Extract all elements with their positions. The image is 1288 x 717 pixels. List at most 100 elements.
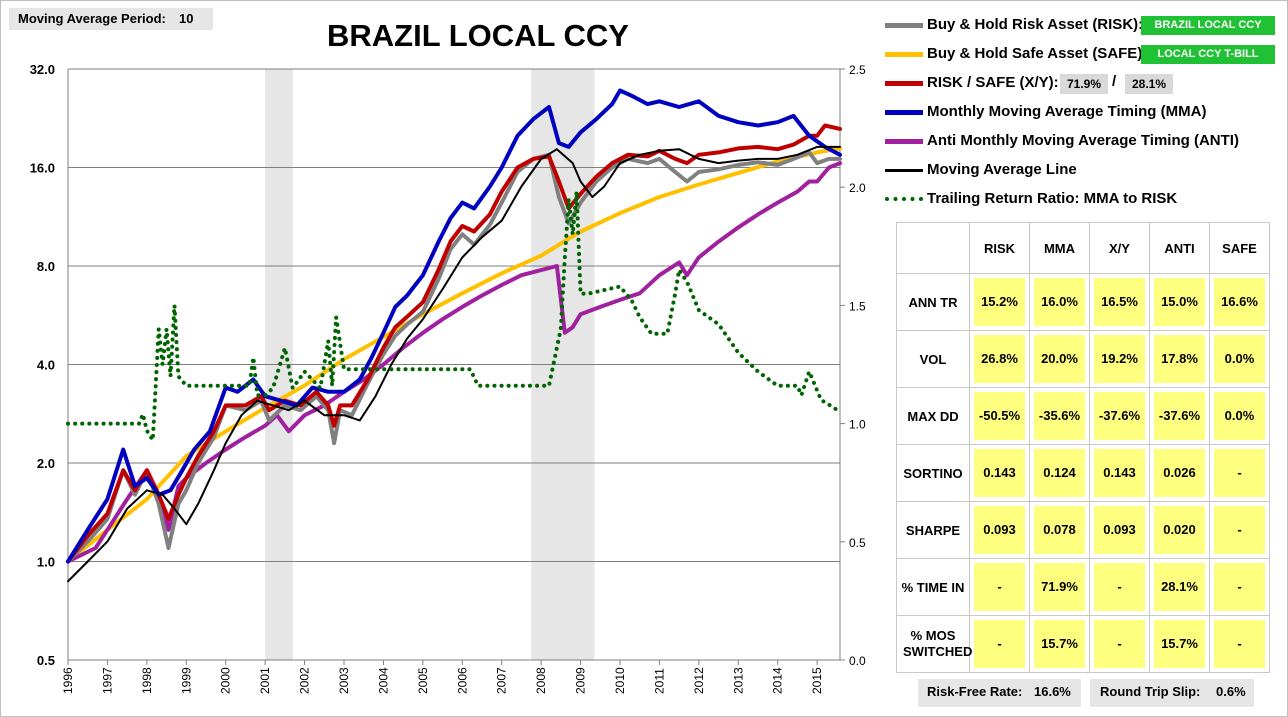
stats-cell-wrap: - — [969, 558, 1030, 616]
stats-cell-wrap: 16.5% — [1089, 273, 1150, 331]
y-tick-label-left: 16.0 — [30, 161, 55, 176]
stats-cell: 26.8% — [974, 335, 1025, 383]
stats-col-xy: X/Y — [1089, 222, 1150, 274]
series-line-0 — [66, 150, 842, 564]
y-tick-label-right: 0.5 — [849, 536, 866, 550]
stats-col-anti: ANTI — [1149, 222, 1210, 274]
y-tick-label-right: 0.0 — [849, 654, 866, 668]
stats-row: % MOS SWITCHED - 15.7% - 15.7% - — [896, 615, 1270, 673]
stats-cell: 15.7% — [1034, 620, 1085, 668]
stats-cell-wrap: 71.9% — [1029, 558, 1090, 616]
y-tick-label-right: 1.5 — [849, 299, 866, 313]
series-line-3 — [66, 88, 842, 564]
legend-label-safe: Buy & Hold Safe Asset (SAFE): — [927, 45, 1148, 62]
y-tick-label-left: 0.5 — [37, 653, 55, 668]
stats-cell: 71.9% — [1034, 563, 1085, 611]
moving-average-label: Moving Average Period: — [18, 11, 166, 26]
stats-cell: - — [1214, 506, 1265, 554]
stats-col-mma: MMA — [1029, 222, 1090, 274]
stats-row: ANN TR 15.2% 16.0% 16.5% 15.0% 16.6% — [896, 273, 1270, 331]
stats-cell-wrap: 26.8% — [969, 330, 1030, 388]
stats-cell: 0.020 — [1154, 506, 1205, 554]
stats-header-row: RISK MMA X/Y ANTI SAFE — [896, 222, 1270, 274]
legend-swatch-trailing — [885, 197, 923, 201]
stats-cell-wrap: 0.026 — [1149, 444, 1210, 502]
stats-cell-wrap: 20.0% — [1029, 330, 1090, 388]
stats-cell: 16.5% — [1094, 278, 1145, 326]
legend-swatch-ma-line — [885, 169, 923, 172]
x-tick-label: 2014 — [771, 667, 785, 694]
y-tick-label-right: 2.5 — [849, 63, 866, 77]
stats-cell-wrap: 0.093 — [1089, 501, 1150, 559]
stats-cell: - — [1214, 449, 1265, 497]
round-trip-slip: Round Trip Slip: 0.6% — [1090, 679, 1254, 707]
legend-label-ma-line: Moving Average Line — [927, 161, 1077, 178]
chart-title: BRAZIL LOCAL CCY — [327, 18, 629, 53]
stats-cell: 0.0% — [1214, 335, 1265, 383]
stats-cell-wrap: -37.6% — [1089, 387, 1150, 445]
stats-cell-wrap: 15.0% — [1149, 273, 1210, 331]
legend-label-mma: Monthly Moving Average Timing (MMA) — [927, 103, 1207, 120]
stats-cell: 19.2% — [1094, 335, 1145, 383]
x-tick-label: 2013 — [731, 667, 745, 694]
stats-cell: 0.026 — [1154, 449, 1205, 497]
stats-cell-wrap: 15.2% — [969, 273, 1030, 331]
stats-cell: 0.093 — [1094, 506, 1145, 554]
safe-asset-badge[interactable]: LOCAL CCY T-BILL — [1141, 45, 1275, 64]
stats-cell-wrap: 28.1% — [1149, 558, 1210, 616]
x-tick-label: 2008 — [534, 667, 548, 694]
series-line-4 — [66, 161, 842, 564]
moving-average-value[interactable]: 10 — [179, 11, 194, 26]
stats-cell: 28.1% — [1154, 563, 1205, 611]
stats-cell-wrap: - — [1209, 501, 1270, 559]
stats-cell-wrap: 0.0% — [1209, 330, 1270, 388]
stats-cell: -37.6% — [1154, 392, 1205, 440]
stats-row: % TIME IN - 71.9% - 28.1% - — [896, 558, 1270, 616]
legend-label-trailing: Trailing Return Ratio: MMA to RISK — [927, 190, 1178, 207]
stats-cell-wrap: 0.143 — [969, 444, 1030, 502]
stats-row: VOL 26.8% 20.0% 19.2% 17.8% 0.0% — [896, 330, 1270, 388]
stats-cell: 17.8% — [1154, 335, 1205, 383]
x-tick-label: 2012 — [692, 667, 706, 694]
y-tick-label-left: 8.0 — [37, 259, 55, 274]
stats-cell: 0.143 — [974, 449, 1025, 497]
xy-risk-weight[interactable]: 71.9% — [1060, 74, 1108, 94]
stats-cell: 0.143 — [1094, 449, 1145, 497]
risk-free-label: Risk-Free Rate: — [927, 684, 1023, 699]
x-tick-label: 2006 — [455, 667, 469, 694]
x-tick-label: 2004 — [376, 667, 390, 694]
y-tick-label-right: 1.0 — [849, 418, 866, 432]
slip-value[interactable]: 0.6% — [1216, 684, 1246, 699]
x-tick-label: 2001 — [258, 667, 272, 694]
stats-row-label: % MOS SWITCHED — [896, 615, 972, 673]
xy-safe-weight[interactable]: 28.1% — [1125, 74, 1173, 94]
x-tick-label: 2011 — [652, 668, 666, 694]
stats-row-label: VOL — [896, 330, 970, 388]
stats-cell-wrap: -37.6% — [1149, 387, 1210, 445]
stats-cell-wrap: - — [1089, 558, 1150, 616]
legend-label-anti: Anti Monthly Moving Average Timing (ANTI… — [927, 132, 1239, 149]
risk-free-value[interactable]: 16.6% — [1034, 684, 1071, 699]
stats-cell: 0.093 — [974, 506, 1025, 554]
slip-label: Round Trip Slip: — [1100, 684, 1201, 699]
series-line-1 — [66, 146, 842, 564]
stats-row-label: SORTINO — [896, 444, 970, 502]
stats-cell-wrap: 15.7% — [1029, 615, 1090, 673]
x-tick-label: 1997 — [100, 667, 114, 694]
stats-cell-wrap: 0.020 — [1149, 501, 1210, 559]
y-tick-label-left: 4.0 — [37, 358, 55, 373]
moving-average-period: Moving Average Period: 10 — [9, 8, 213, 30]
stats-cell-wrap: -35.6% — [1029, 387, 1090, 445]
stats-row: SHARPE 0.093 0.078 0.093 0.020 - — [896, 501, 1270, 559]
stats-cell: - — [974, 563, 1025, 611]
risk-asset-badge[interactable]: BRAZIL LOCAL CCY — [1141, 16, 1275, 35]
stats-cell-wrap: 16.0% — [1029, 273, 1090, 331]
stats-cell-wrap: 0.093 — [969, 501, 1030, 559]
stats-cell-wrap: - — [1209, 444, 1270, 502]
y-tick-label-right: 2.0 — [849, 181, 866, 195]
stats-cell: -37.6% — [1094, 392, 1145, 440]
x-tick-label: 2009 — [574, 667, 588, 694]
x-tick-label: 2005 — [416, 667, 430, 694]
legend-swatch-mma — [885, 110, 923, 115]
